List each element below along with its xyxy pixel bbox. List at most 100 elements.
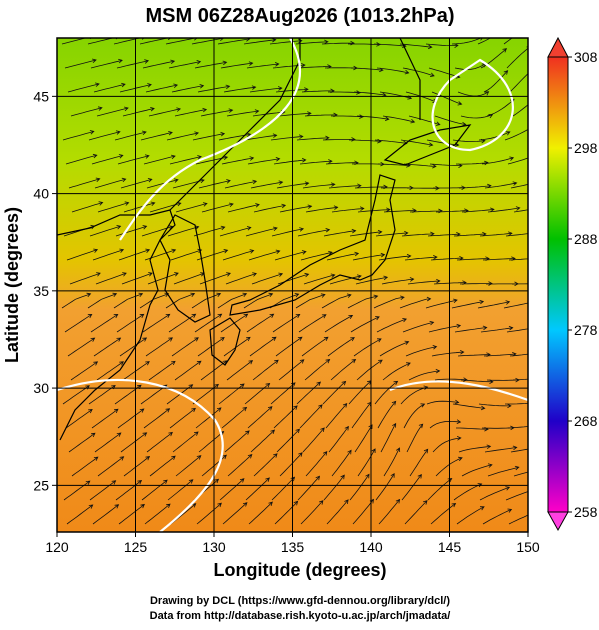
streamline [165, 292, 196, 309]
streamline [93, 82, 126, 93]
streamline [272, 313, 301, 333]
streamline [279, 204, 313, 213]
colorbar-tick-label: 268 [574, 413, 598, 429]
streamline [508, 514, 528, 525]
streamline [251, 272, 284, 285]
streamline [509, 353, 528, 357]
streamline [454, 325, 488, 333]
streamline [143, 154, 176, 165]
streamline [174, 107, 208, 117]
streamline [116, 313, 145, 333]
streamline [219, 478, 245, 501]
streamline [115, 225, 148, 237]
map-area [57, 38, 528, 532]
streamline [303, 273, 336, 285]
streamline [167, 479, 194, 501]
streamline [322, 137, 356, 142]
streamline [122, 361, 150, 381]
streamline [357, 448, 376, 477]
streamline [121, 272, 153, 285]
streamline [429, 419, 462, 429]
streamline [349, 229, 383, 237]
streamline [512, 283, 528, 285]
streamline [376, 318, 407, 333]
streamline [193, 225, 226, 237]
streamline [122, 107, 155, 117]
streamline [406, 423, 424, 453]
streamline [222, 502, 248, 525]
streamline [249, 336, 277, 357]
streamline [512, 378, 528, 381]
streamline [326, 251, 360, 261]
streamline [510, 448, 528, 453]
streamline [222, 249, 255, 261]
streamline [435, 456, 463, 477]
streamline [64, 58, 97, 69]
streamline [225, 272, 257, 285]
streamline [196, 249, 229, 261]
colorbar-tick-label: 308 [574, 49, 598, 65]
streamline [278, 359, 305, 381]
streamline [218, 383, 245, 405]
streamline [61, 38, 92, 45]
streamline [356, 359, 383, 381]
streamline [331, 114, 364, 119]
streamline [224, 179, 258, 189]
streamline [455, 160, 489, 166]
streamline [141, 479, 168, 501]
streamline [504, 128, 528, 141]
streamline [355, 275, 389, 285]
streamline [505, 402, 528, 405]
streamline [117, 154, 150, 165]
y-tick-label: 30 [33, 380, 49, 396]
streamline [250, 429, 276, 453]
streamline [118, 248, 151, 261]
streamline [144, 503, 171, 525]
streamline [145, 337, 173, 357]
streamline [249, 86, 283, 93]
streamline [325, 402, 348, 429]
streamline [88, 130, 121, 141]
x-tick-label: 135 [281, 539, 305, 555]
streamline [484, 445, 518, 453]
footer-line: Drawing by DCL (https://www.gfd-dennou.o… [150, 595, 450, 607]
streamline [66, 248, 99, 261]
streamline [92, 504, 120, 525]
streamline [350, 316, 380, 333]
streamline [428, 323, 462, 333]
streamline [356, 115, 390, 121]
streamline [223, 336, 251, 357]
streamline [170, 248, 203, 261]
streamline [96, 106, 129, 117]
streamline [352, 252, 386, 261]
streamline [123, 201, 156, 213]
streamline [200, 108, 234, 117]
streamline [349, 473, 370, 501]
streamline [117, 408, 145, 429]
streamline [329, 274, 362, 285]
streamline [382, 115, 416, 124]
streamline [296, 135, 330, 141]
x-tick-label: 125 [124, 539, 148, 555]
streamline [116, 59, 150, 69]
streamline [97, 456, 125, 477]
streamline [246, 62, 280, 69]
streamline [113, 292, 144, 309]
streamline [451, 299, 485, 309]
streamline [69, 272, 101, 285]
streamline [223, 85, 257, 93]
streamline [295, 39, 329, 45]
streamline [66, 504, 94, 525]
streamline [512, 104, 528, 117]
streamline [326, 499, 349, 525]
streamline [245, 226, 278, 237]
streamline [461, 207, 495, 213]
y-tick-label: 35 [33, 283, 49, 299]
streamline [453, 483, 483, 501]
streamline [115, 479, 143, 501]
streamline [226, 109, 260, 117]
streamline [383, 447, 401, 477]
streamline [94, 432, 122, 453]
streamline [403, 403, 426, 429]
streamline [399, 43, 433, 50]
